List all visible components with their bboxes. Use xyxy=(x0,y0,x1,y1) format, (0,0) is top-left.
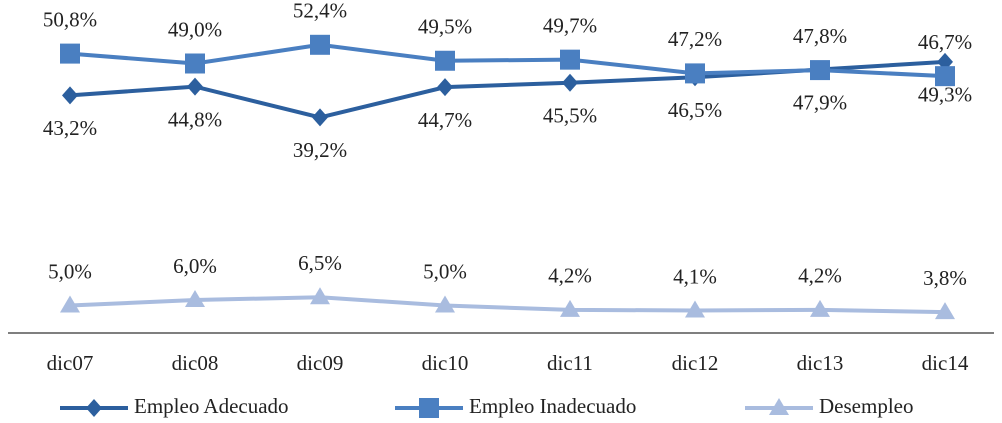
series-line xyxy=(69,42,946,79)
marker xyxy=(437,78,453,97)
marker xyxy=(560,49,580,70)
data-label: 5,0% xyxy=(423,259,467,283)
marker xyxy=(435,50,455,71)
x-tick-label: dic11 xyxy=(547,351,593,375)
data-label: 4,2% xyxy=(798,264,842,288)
data-label: 49,5% xyxy=(418,15,472,39)
x-tick-label: dic14 xyxy=(922,351,969,375)
data-label: 39,2% xyxy=(293,138,347,162)
marker xyxy=(310,287,330,305)
data-label: 5,0% xyxy=(48,259,92,283)
x-tick-label: dic13 xyxy=(797,351,844,375)
marker xyxy=(62,86,78,105)
marker xyxy=(187,77,203,96)
data-label: 3,8% xyxy=(923,266,967,290)
data-label: 6,0% xyxy=(173,254,217,278)
marker xyxy=(560,299,580,317)
legend-label: Empleo Inadecuado xyxy=(469,394,636,418)
data-label: 46,5% xyxy=(668,98,722,122)
marker xyxy=(60,295,80,313)
data-label: 47,9% xyxy=(793,90,847,114)
data-label: 44,8% xyxy=(168,107,222,131)
marker xyxy=(935,302,955,320)
x-tick-label: dic10 xyxy=(422,351,469,375)
legend-label: Desempleo xyxy=(819,394,913,418)
marker xyxy=(935,66,955,87)
marker xyxy=(310,34,330,55)
data-label: 49,7% xyxy=(543,13,597,37)
data-label: 6,5% xyxy=(298,251,342,275)
marker xyxy=(685,63,705,84)
marker xyxy=(185,290,205,307)
data-label: 52,4% xyxy=(293,0,347,23)
marker xyxy=(685,300,705,318)
legend-marker xyxy=(86,399,102,417)
marker xyxy=(60,43,80,64)
data-label: 49,3% xyxy=(918,83,972,107)
data-label: 4,2% xyxy=(548,264,592,288)
data-label: 44,7% xyxy=(418,108,472,132)
data-label: 43,2% xyxy=(43,116,97,140)
data-label: 47,2% xyxy=(668,27,722,51)
legend-marker xyxy=(769,398,789,415)
data-label: 47,8% xyxy=(793,24,847,48)
marker xyxy=(810,60,830,81)
data-label: 4,1% xyxy=(673,264,717,288)
data-label: 46,7% xyxy=(918,30,972,54)
x-tick-label: dic07 xyxy=(47,351,94,375)
data-label: 49,0% xyxy=(168,17,222,41)
x-tick-label: dic08 xyxy=(172,351,219,375)
legend-label: Empleo Adecuado xyxy=(134,394,289,418)
data-label: 50,8% xyxy=(43,7,97,31)
marker xyxy=(435,295,455,313)
x-tick-label: dic09 xyxy=(297,351,344,375)
series-line xyxy=(69,295,946,315)
data-label: 45,5% xyxy=(543,104,597,128)
x-tick-label: dic12 xyxy=(672,351,719,375)
marker xyxy=(562,73,578,92)
legend-marker xyxy=(419,398,439,418)
marker xyxy=(810,299,830,317)
marker xyxy=(312,108,328,127)
marker xyxy=(185,53,205,74)
